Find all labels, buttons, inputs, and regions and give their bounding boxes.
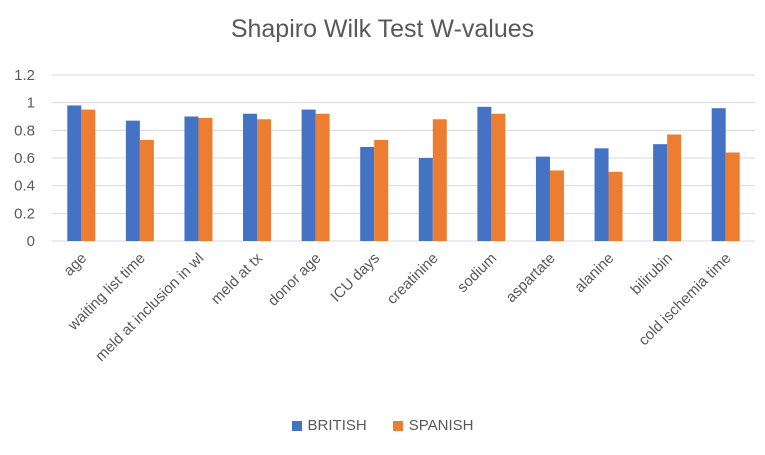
bar-spanish [198, 117, 213, 241]
bar-spanish [491, 113, 506, 241]
y-tick-label: 0.4 [14, 178, 35, 195]
legend-label: SPANISH [408, 417, 474, 434]
bar-british [418, 158, 433, 241]
legend-swatch [291, 420, 302, 431]
legend-label: BRITISH [307, 417, 367, 434]
bar-british [594, 148, 609, 241]
x-tick-label: donor age [265, 250, 325, 310]
legend-swatch [392, 420, 403, 431]
bar-spanish [549, 170, 564, 241]
legend-item: BRITISH [291, 417, 367, 434]
y-tick-label: 0.2 [14, 205, 35, 222]
x-tick-label: ICU days [327, 250, 383, 306]
bar-british [243, 113, 258, 241]
x-tick-label: creatinine [384, 250, 442, 308]
bar-spanish [667, 134, 682, 241]
x-tick-label: alanine [571, 250, 617, 296]
y-tick-label: 1 [27, 95, 35, 112]
bar-spanish [315, 113, 330, 241]
bar-british [360, 146, 375, 241]
legend: BRITISH SPANISH [0, 417, 765, 434]
bar-british [67, 105, 82, 241]
x-tick-label: meld at tx [208, 249, 266, 307]
x-tick-label: aspartate [503, 250, 559, 306]
bar-british [125, 120, 140, 241]
bar-spanish [374, 140, 389, 241]
bar-spanish [432, 119, 447, 241]
bar-british [711, 108, 726, 241]
x-tick-label: sodium [454, 250, 500, 296]
bar-british [477, 106, 492, 241]
x-tick-label: bilirubin [627, 250, 676, 299]
bar-british [653, 144, 668, 241]
y-tick-label: 1.2 [14, 67, 35, 84]
bar-spanish [725, 152, 740, 241]
bar-spanish [608, 171, 623, 241]
bar-british [184, 116, 199, 241]
x-tick-label: age [60, 250, 90, 280]
chart-title: Shapiro Wilk Test W-values [230, 15, 535, 43]
bar-british [301, 109, 316, 241]
y-tick-label: 0 [27, 233, 35, 250]
legend-item: SPANISH [392, 417, 474, 434]
x-tick-label: meld at inclusion in wl [92, 250, 207, 365]
bar-spanish [257, 119, 272, 241]
y-tick-label: 0.6 [14, 150, 35, 167]
y-tick-label: 0.8 [14, 122, 35, 139]
bar-british [535, 156, 550, 241]
bar-spanish [81, 109, 96, 241]
bar-spanish [139, 140, 154, 241]
